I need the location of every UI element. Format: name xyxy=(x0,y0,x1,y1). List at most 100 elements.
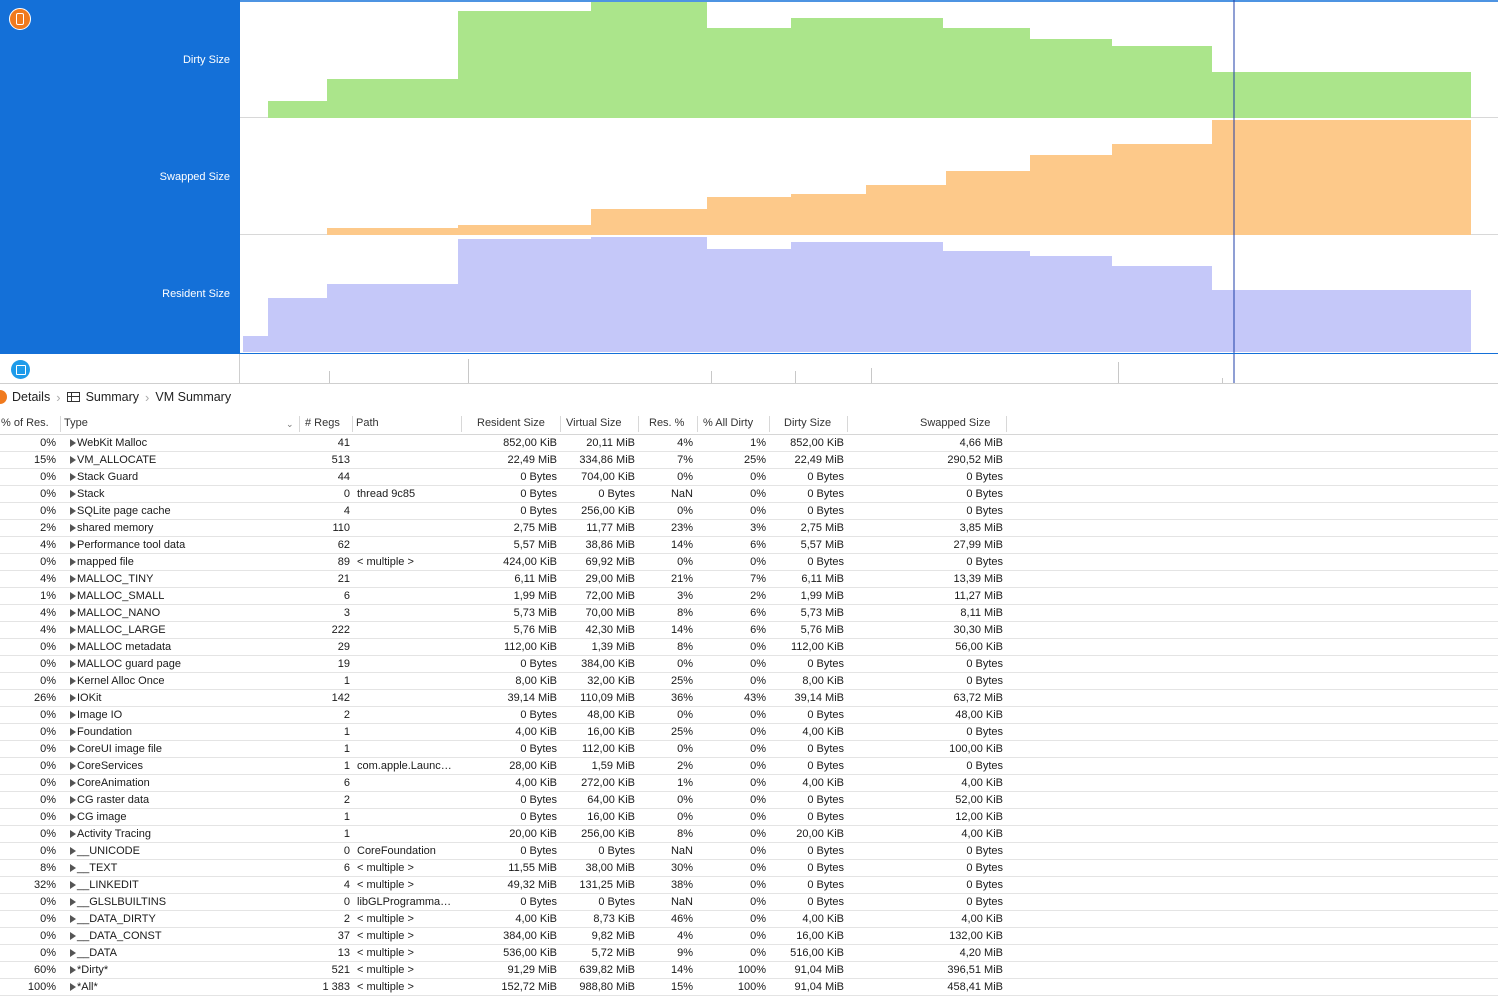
cell-dirty: 0 Bytes xyxy=(807,862,844,874)
table-row[interactable]: 2% shared memory 110 2,75 MiB 11,77 MiB 23% 3%… xyxy=(0,520,1498,537)
cell-virtual: 0 Bytes xyxy=(598,896,635,908)
table-row[interactable]: 0% CG image 1 0 Bytes 16,00 KiB 0% 0% 0 Bytes 12… xyxy=(0,809,1498,826)
disclosure-triangle-icon[interactable] xyxy=(70,864,76,872)
inspector-icon[interactable] xyxy=(11,360,30,379)
table-row[interactable]: 0% MALLOC guard page 19 0 Bytes 384,00 KiB 0%… xyxy=(0,656,1498,673)
column-header-virtual-size[interactable]: Virtual Size xyxy=(566,417,622,429)
disclosure-triangle-icon[interactable] xyxy=(70,473,76,481)
cell-swapped: 0 Bytes xyxy=(966,675,1003,687)
table-row[interactable]: 60% *Dirty* 521 < multiple > 91,29 MiB 639,82… xyxy=(0,962,1498,979)
disclosure-triangle-icon[interactable] xyxy=(70,592,76,600)
table-row[interactable]: 0% __DATA 13 < multiple > 536,00 KiB 5,72 MiB… xyxy=(0,945,1498,962)
disclosure-triangle-icon[interactable] xyxy=(70,966,76,974)
disclosure-triangle-icon[interactable] xyxy=(70,949,76,957)
table-row[interactable]: 26% IOKit 142 39,14 MiB 110,09 MiB 36% 43% 39,1… xyxy=(0,690,1498,707)
disclosure-triangle-icon[interactable] xyxy=(70,898,76,906)
cell-type-label: CG image xyxy=(77,811,127,823)
cell-type-label: SQLite page cache xyxy=(77,505,171,517)
table-row[interactable]: 4% MALLOC_NANO 3 5,73 MiB 70,00 MiB 8% 6% 5,73 … xyxy=(0,605,1498,622)
disclosure-triangle-icon[interactable] xyxy=(70,711,76,719)
cell-dirty: 8,00 KiB xyxy=(802,675,844,687)
column-header-resident-size[interactable]: Resident Size xyxy=(477,417,545,429)
disclosure-triangle-icon[interactable] xyxy=(70,558,76,566)
disclosure-triangle-icon[interactable] xyxy=(70,507,76,515)
table-row[interactable]: 0% CoreServices 1 com.apple.Launc… 28,00 KiB… xyxy=(0,758,1498,775)
disclosure-triangle-icon[interactable] xyxy=(70,575,76,583)
disclosure-triangle-icon[interactable] xyxy=(70,643,76,651)
breadcrumb-details[interactable]: Details xyxy=(12,390,51,404)
disclosure-triangle-icon[interactable] xyxy=(70,932,76,940)
disclosure-triangle-icon[interactable] xyxy=(70,456,76,464)
cell-dirty: 852,00 KiB xyxy=(790,437,844,449)
column-header-all-dirty[interactable]: % All Dirty xyxy=(703,417,754,429)
timeline-area[interactable]: Dirty Size Swapped Size Resident Size xyxy=(0,0,1498,353)
column-header-regs[interactable]: # Regs xyxy=(305,417,340,429)
table-row[interactable]: 0% SQLite page cache 4 0 Bytes 256,00 KiB 0% 0… xyxy=(0,503,1498,520)
disclosure-triangle-icon[interactable] xyxy=(70,745,76,753)
disclosure-triangle-icon[interactable] xyxy=(70,915,76,923)
table-row[interactable]: 0% MALLOC metadata 29 112,00 KiB 1,39 MiB 8% 0… xyxy=(0,639,1498,656)
table-row[interactable]: 15% VM_ALLOCATE 513 22,49 MiB 334,86 MiB 7% 25… xyxy=(0,452,1498,469)
table-row[interactable]: 0% WebKit Malloc 41 852,00 KiB 20,11 MiB 4% 1%… xyxy=(0,435,1498,452)
disclosure-triangle-icon[interactable] xyxy=(70,983,76,991)
disclosure-triangle-icon[interactable] xyxy=(70,881,76,889)
column-header-dirty-size[interactable]: Dirty Size xyxy=(784,417,832,429)
track-graph[interactable] xyxy=(240,0,1498,353)
cell-res-pct: 25% xyxy=(670,675,693,687)
table-row[interactable]: 0% Activity Tracing 1 20,00 KiB 256,00 KiB 8%… xyxy=(0,826,1498,843)
disclosure-triangle-icon[interactable] xyxy=(70,541,76,549)
breadcrumb-summary[interactable]: Summary xyxy=(85,390,140,404)
disclosure-triangle-icon[interactable] xyxy=(70,830,76,838)
table-row[interactable]: 0% CoreUI image file 1 0 Bytes 112,00 KiB 0% 0… xyxy=(0,741,1498,758)
table-row[interactable]: 0% Stack 0 thread 9c85 0 Bytes 0 Bytes NaN 0% 0 … xyxy=(0,486,1498,503)
table-row[interactable]: 0% Stack Guard 44 0 Bytes 704,00 KiB 0% 0% 0 By… xyxy=(0,469,1498,486)
disclosure-triangle-icon[interactable] xyxy=(70,762,76,770)
disclosure-triangle-icon[interactable] xyxy=(70,796,76,804)
disclosure-triangle-icon[interactable] xyxy=(70,694,76,702)
disclosure-triangle-icon[interactable] xyxy=(70,779,76,787)
table-row[interactable]: 0% mapped file 89 < multiple > 424,00 KiB 69,… xyxy=(0,554,1498,571)
disclosure-triangle-icon[interactable] xyxy=(70,626,76,634)
table-row[interactable]: 0% Kernel Alloc Once 1 8,00 KiB 32,00 KiB 25%… xyxy=(0,673,1498,690)
table-row[interactable]: 4% Performance tool data 62 5,57 MiB 38,86 M… xyxy=(0,537,1498,554)
table-row[interactable]: 0% __GLSLBUILTINS 0 libGLProgramma… 0 Bytes 0… xyxy=(0,894,1498,911)
cell-virtual: 704,00 KiB xyxy=(581,471,635,483)
table-row[interactable]: 4% MALLOC_TINY 21 6,11 MiB 29,00 MiB 21% 7% 6,1… xyxy=(0,571,1498,588)
column-header-pct-res[interactable]: % of Res. xyxy=(1,417,49,429)
table-row[interactable]: 0% __UNICODE 0 CoreFoundation 0 Bytes 0 Bytes… xyxy=(0,843,1498,860)
column-header-path[interactable]: Path xyxy=(356,417,379,429)
table-row[interactable]: 0% CoreAnimation 6 4,00 KiB 272,00 KiB 1% 0% 4,… xyxy=(0,775,1498,792)
disclosure-triangle-icon[interactable] xyxy=(70,677,76,685)
table-row[interactable]: 0% Image IO 2 0 Bytes 48,00 KiB 0% 0% 0 Bytes 48… xyxy=(0,707,1498,724)
column-header-type[interactable]: Type xyxy=(64,417,88,429)
disclosure-triangle-icon[interactable] xyxy=(70,660,76,668)
cell-dirty: 0 Bytes xyxy=(807,879,844,891)
table-row[interactable]: 32% __LINKEDIT 4 < multiple > 49,32 MiB 131,2… xyxy=(0,877,1498,894)
breadcrumb-vm-summary[interactable]: VM Summary xyxy=(155,390,232,404)
vm-tracker-instrument-icon[interactable] xyxy=(9,8,31,30)
disclosure-triangle-icon[interactable] xyxy=(70,490,76,498)
sort-chevron-down-icon[interactable]: ⌄ xyxy=(286,419,294,429)
cell-path: CoreFoundation xyxy=(357,845,436,857)
time-ruler[interactable] xyxy=(0,353,1498,384)
table-row[interactable]: 0% CG raster data 2 0 Bytes 64,00 KiB 0% 0% 0 B… xyxy=(0,792,1498,809)
disclosure-triangle-icon[interactable] xyxy=(70,609,76,617)
disclosure-triangle-icon[interactable] xyxy=(70,847,76,855)
cell-pct-res: 4% xyxy=(40,624,56,636)
disclosure-triangle-icon[interactable] xyxy=(70,728,76,736)
table-row[interactable]: 0% __DATA_CONST 37 < multiple > 384,00 KiB 9,… xyxy=(0,928,1498,945)
table-row[interactable]: 8% __TEXT 6 < multiple > 11,55 MiB 38,00 MiB 3… xyxy=(0,860,1498,877)
disclosure-triangle-icon[interactable] xyxy=(70,439,76,447)
column-header-swapped-size[interactable]: Swapped Size xyxy=(920,417,991,429)
disclosure-triangle-icon[interactable] xyxy=(70,524,76,532)
table-row[interactable]: 0% Foundation 1 4,00 KiB 16,00 KiB 25% 0% 4,00 … xyxy=(0,724,1498,741)
table-row[interactable]: 100% *All* 1 383 < multiple > 152,72 MiB 988,… xyxy=(0,979,1498,996)
disclosure-triangle-icon[interactable] xyxy=(70,813,76,821)
table-row[interactable]: 4% MALLOC_LARGE 222 5,76 MiB 42,30 MiB 14% 6% 5… xyxy=(0,622,1498,639)
column-header-res-pct[interactable]: Res. % xyxy=(649,417,685,429)
cell-path: < multiple > xyxy=(357,964,414,976)
table-row[interactable]: 0% __DATA_DIRTY 2 < multiple > 4,00 KiB 8,73 … xyxy=(0,911,1498,928)
cell-regs: 0 xyxy=(343,845,350,857)
table-row[interactable]: 1% MALLOC_SMALL 6 1,99 MiB 72,00 MiB 3% 2% 1,99… xyxy=(0,588,1498,605)
cell-res-pct: 0% xyxy=(677,709,693,721)
